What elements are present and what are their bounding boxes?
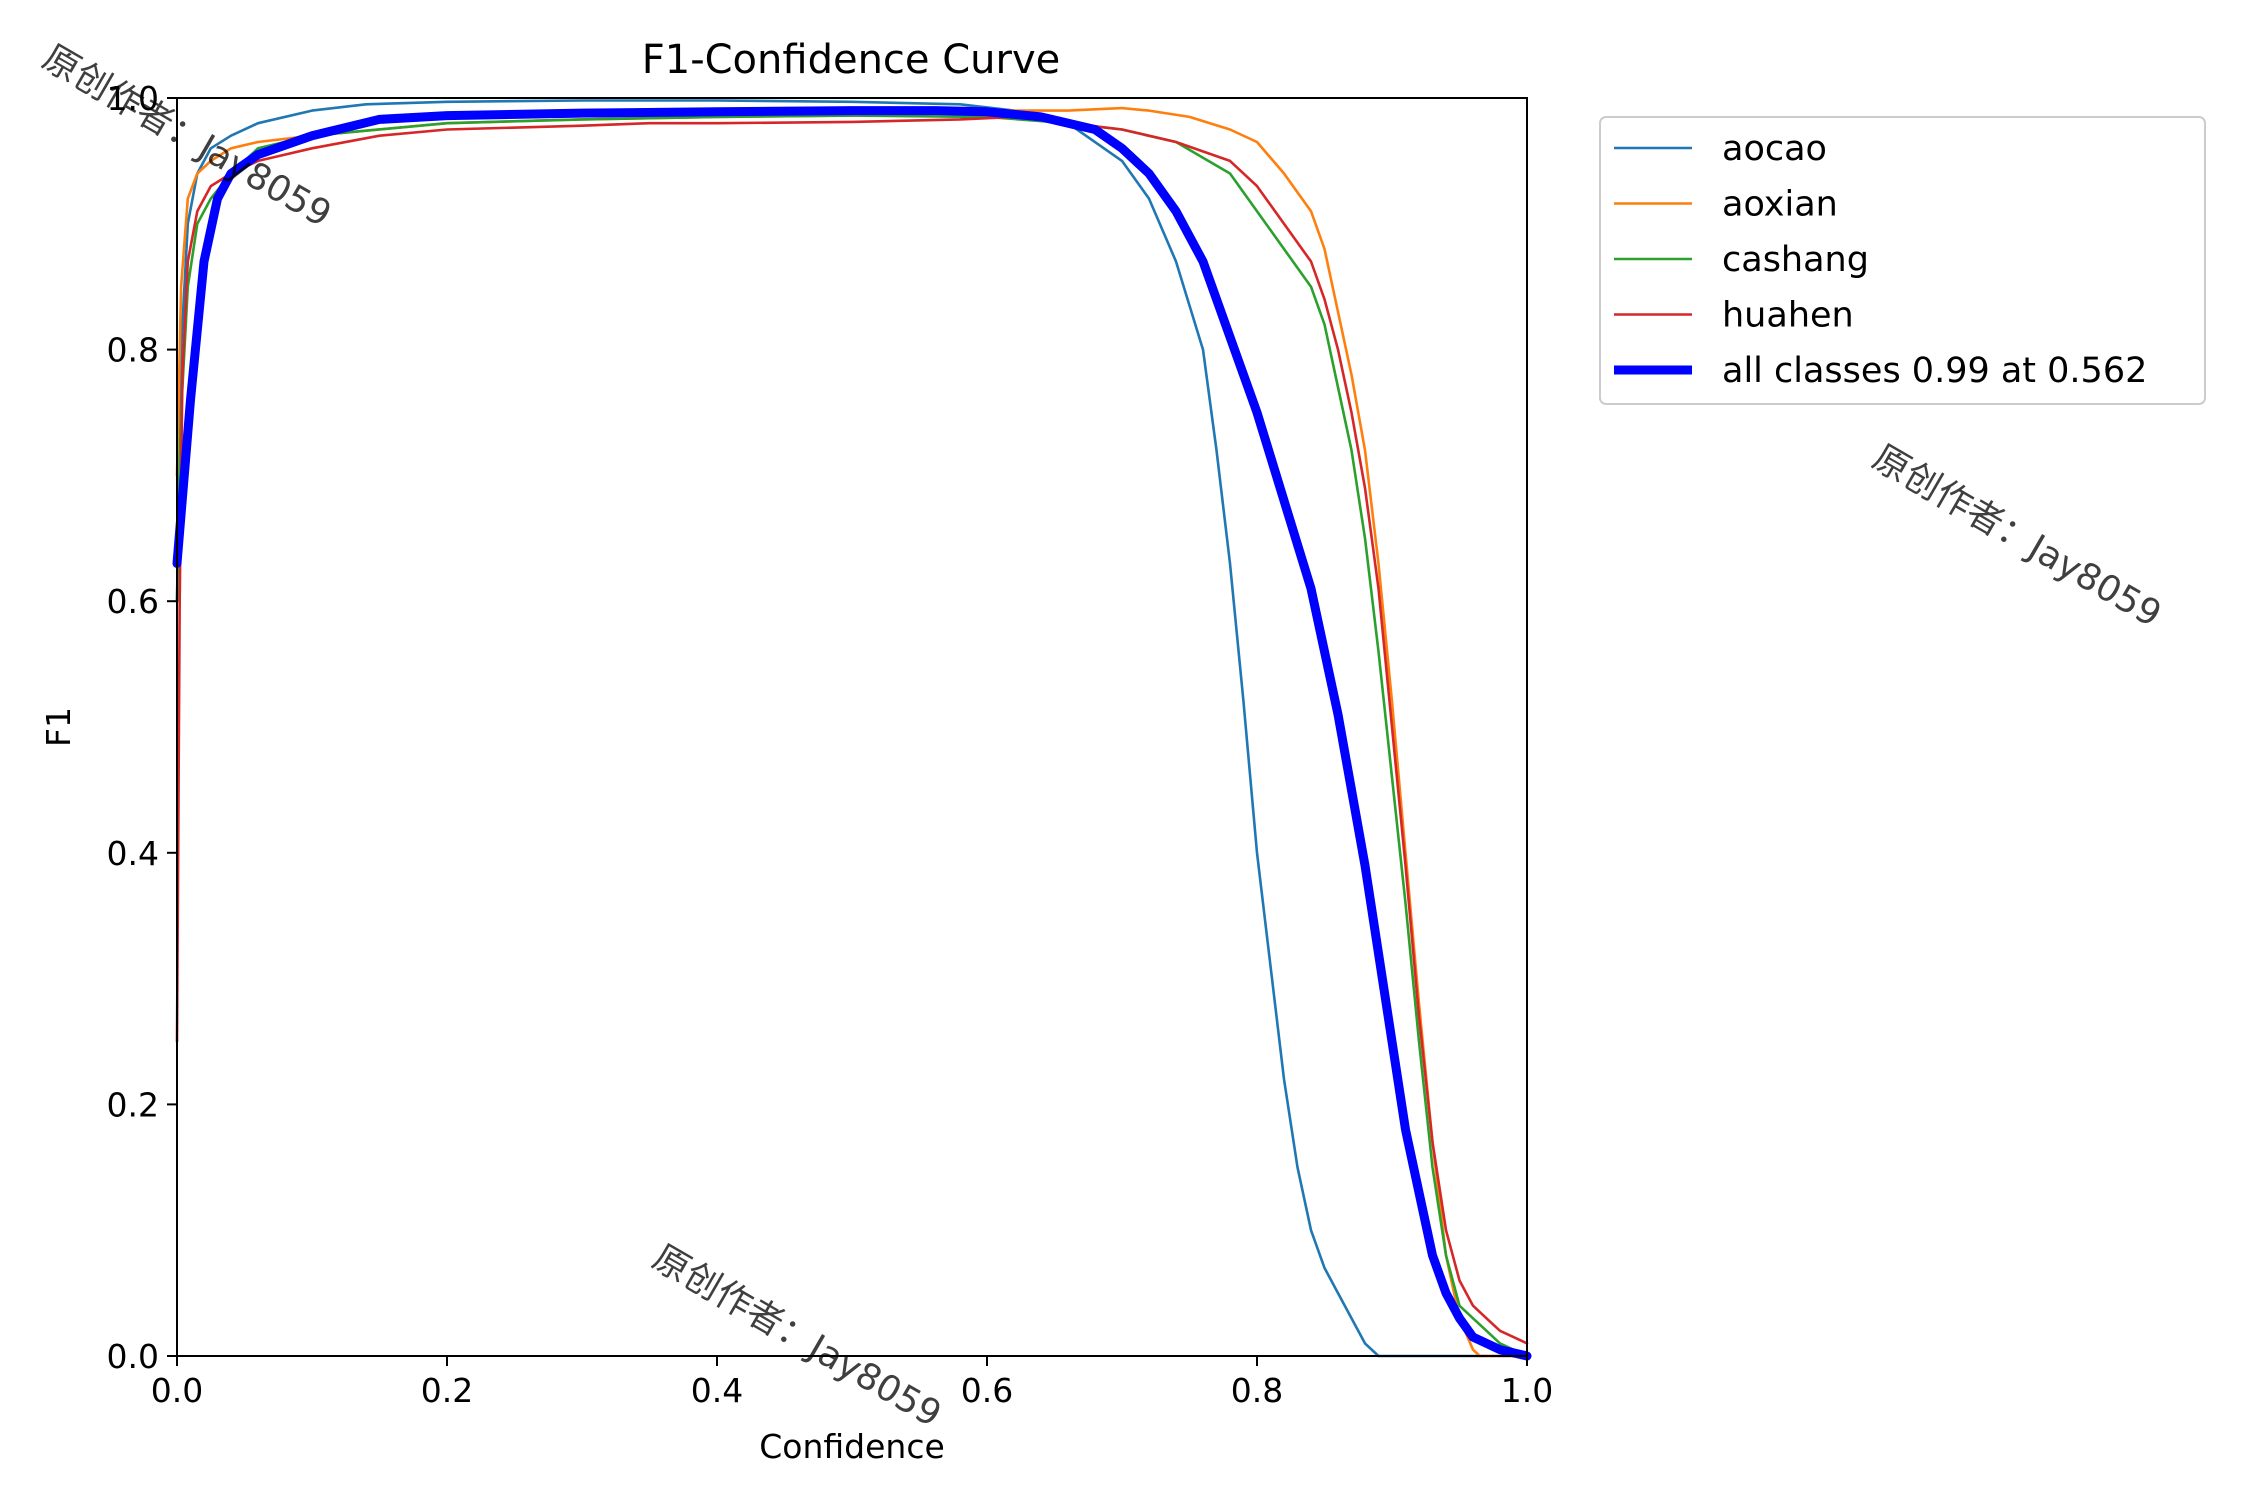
plot-frame	[176, 97, 1528, 1357]
y-tick-label: 0.0	[107, 1337, 159, 1376]
y-axis: 0.0 0.2 0.4 0.6 0.8 1.0	[107, 79, 177, 1376]
y-tick-label: 0.4	[107, 834, 159, 873]
y-tick-label: 0.2	[107, 1085, 159, 1124]
y-tick-label: 1.0	[107, 79, 159, 118]
x-tick-label: 0.0	[151, 1371, 203, 1410]
legend-entry-label: aocao	[1722, 129, 1827, 169]
legend-entry-label: aoxian	[1722, 185, 1838, 225]
y-tick-label: 0.8	[107, 331, 159, 370]
x-tick-label: 0.8	[1231, 1371, 1283, 1410]
series-line-all	[172, 106, 1532, 1361]
legend-frame	[1599, 116, 2206, 405]
chart-title: F1-Confidence Curve	[642, 37, 1061, 83]
x-axis: 0.0 0.2 0.4 0.6 0.8 1.0	[151, 1356, 1553, 1410]
x-tick-label: 0.2	[421, 1371, 473, 1410]
legend-entry-label: all classes 0.99 at 0.562	[1722, 351, 2147, 391]
series-group	[172, 99, 1532, 1361]
y-tick-label: 0.6	[107, 582, 159, 621]
x-tick-label: 0.4	[691, 1371, 743, 1410]
series-line-aocao	[175, 99, 1529, 1358]
legend-entry-label: cashang	[1722, 240, 1869, 280]
x-tick-label: 0.6	[961, 1371, 1013, 1410]
x-axis-label: Confidence	[759, 1427, 945, 1466]
y-axis-label: F1	[39, 707, 78, 747]
plot-area	[172, 97, 1532, 1361]
legend: aocao aoxian cashang huahen all classes 0.99…	[1599, 116, 2206, 405]
plot-background	[177, 98, 1527, 1356]
x-tick-label: 1.0	[1501, 1371, 1553, 1410]
legend-entry-label: huahen	[1722, 296, 1854, 336]
